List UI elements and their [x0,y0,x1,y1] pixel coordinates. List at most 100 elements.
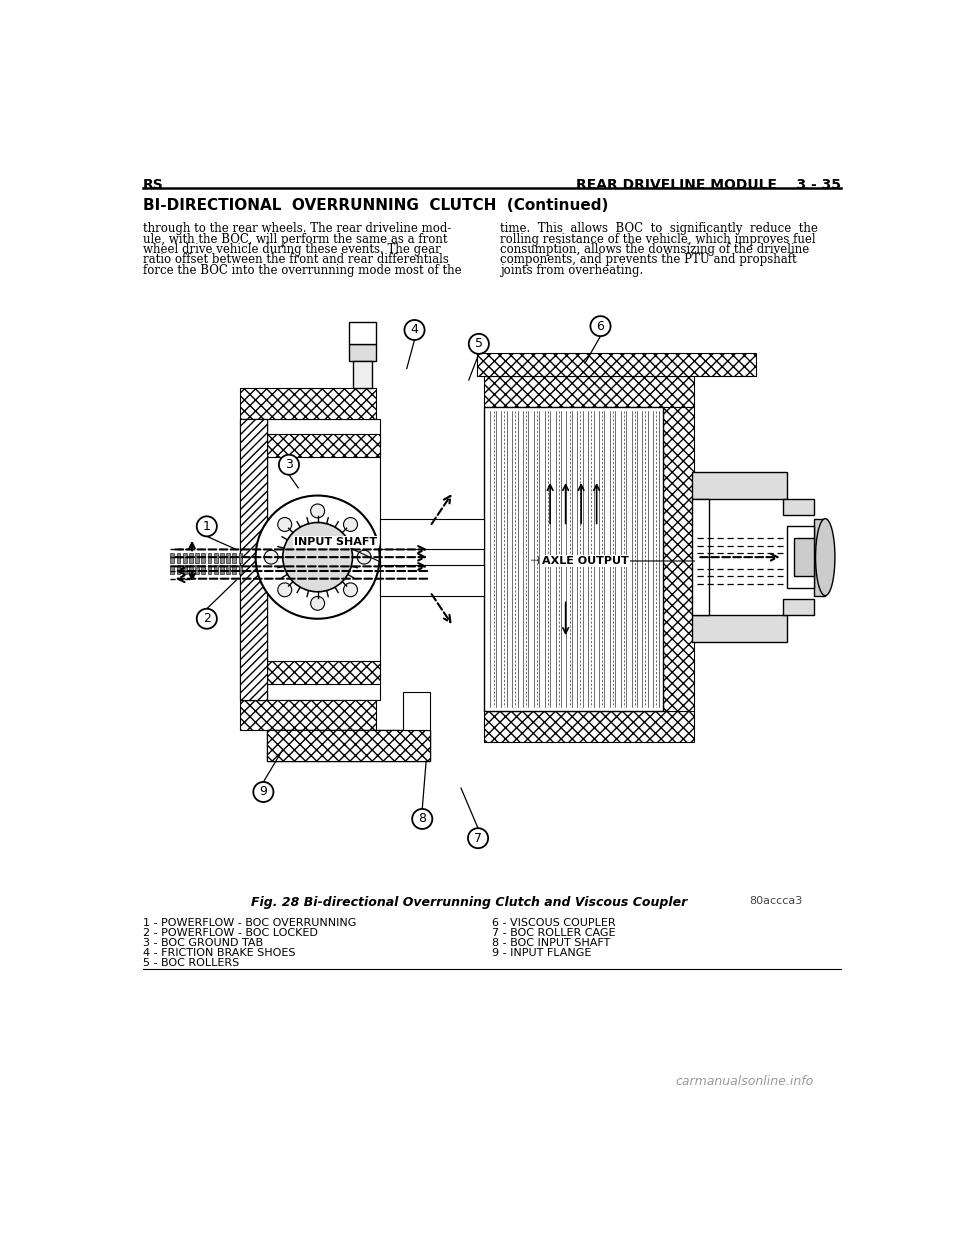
Text: INPUT SHAFT: INPUT SHAFT [295,537,381,563]
Bar [207,565,211,574]
Text: 3 - BOC GROUND TAB: 3 - BOC GROUND TAB [143,938,263,948]
Bar [484,407,662,712]
Text: 7 - BOC ROLLER CAGE: 7 - BOC ROLLER CAGE [492,928,615,938]
Bar [232,565,236,574]
Bar [220,553,224,563]
Text: 7: 7 [474,832,482,845]
Bar [240,699,375,730]
Bar [177,553,180,563]
Bar [239,565,243,574]
Bar [170,553,175,563]
Bar [182,565,186,574]
Circle shape [590,317,611,337]
Bar [207,553,211,563]
Circle shape [197,517,217,537]
Text: 8 - BOC INPUT SHAFT: 8 - BOC INPUT SHAFT [492,938,611,948]
Bar [232,553,236,563]
Bar [379,519,484,549]
Circle shape [253,782,274,802]
Bar [189,553,193,563]
Text: carmanualsonline.info: carmanualsonline.info [676,1076,814,1088]
Circle shape [412,809,432,828]
Circle shape [404,320,424,340]
Bar [220,565,224,574]
Bar [348,322,375,344]
Circle shape [277,518,292,532]
Circle shape [468,828,488,848]
Text: rolling resistance of the vehicle, which improves fuel: rolling resistance of the vehicle, which… [500,232,815,246]
Circle shape [283,523,352,591]
Text: time.  This  allows  BOC  to  significantly  reduce  the: time. This allows BOC to significantly r… [500,222,818,235]
Bar [662,407,693,712]
Text: 5: 5 [475,338,483,350]
Bar [267,419,379,699]
Text: 9 - INPUT FLANGE: 9 - INPUT FLANGE [492,948,591,958]
Text: 9: 9 [259,785,267,799]
Bar [786,527,814,587]
Circle shape [344,582,357,596]
Circle shape [357,550,372,564]
Text: 4: 4 [411,323,419,337]
Circle shape [197,609,217,628]
Text: REAR DRIVELINE MODULE    3 - 35: REAR DRIVELINE MODULE 3 - 35 [576,179,841,193]
Text: 1: 1 [203,520,211,533]
Bar [267,730,430,761]
Bar [782,600,814,615]
Bar [214,565,218,574]
Bar [195,553,199,563]
Circle shape [278,455,299,474]
Bar [240,419,267,699]
Bar [352,360,372,388]
Bar [267,661,379,684]
Text: ratio offset between the front and rear differentials: ratio offset between the front and rear … [143,253,449,266]
Bar [240,388,375,419]
Text: ⊣: ⊣ [529,556,539,566]
Bar [189,565,193,574]
Bar [170,565,175,574]
Bar [379,565,484,596]
Bar [484,376,693,407]
Bar [814,519,826,596]
Text: 6 - VISCOUS COUPLER: 6 - VISCOUS COUPLER [492,918,615,928]
Bar [403,692,430,730]
Text: through to the rear wheels. The rear driveline mod-: through to the rear wheels. The rear dri… [143,222,451,235]
Bar [692,472,786,499]
Bar [692,499,709,615]
Bar [227,565,230,574]
Text: RS: RS [143,179,164,193]
Text: 1 - POWERFLOW - BOC OVERRUNNING: 1 - POWERFLOW - BOC OVERRUNNING [143,918,356,928]
Bar [214,553,218,563]
Bar [227,553,230,563]
Text: Fig. 28 Bi-directional Overrunning Clutch and Viscous Coupler: Fig. 28 Bi-directional Overrunning Clutc… [251,895,686,909]
Bar [348,344,375,360]
Text: 6: 6 [596,319,605,333]
Circle shape [311,504,324,518]
Bar [239,553,243,563]
Text: 2: 2 [203,612,211,625]
Bar [202,553,205,563]
Bar [484,712,693,741]
Text: wheel drive vehicle during these events. The gear: wheel drive vehicle during these events.… [143,243,441,256]
Text: 3: 3 [285,458,293,471]
Text: AXLE OUTPUT: AXLE OUTPUT [542,556,629,566]
Text: 4 - FRICTION BRAKE SHOES: 4 - FRICTION BRAKE SHOES [143,948,296,958]
Text: 5 - BOC ROLLERS: 5 - BOC ROLLERS [143,958,239,968]
Circle shape [468,334,489,354]
Text: joints from overheating.: joints from overheating. [500,263,643,277]
Text: ule, with the BOC, will perform the same as a front: ule, with the BOC, will perform the same… [143,232,447,246]
Text: 8: 8 [419,812,426,826]
Text: consumption, allows the downsizing of the driveline: consumption, allows the downsizing of th… [500,243,809,256]
Bar [267,433,379,457]
Circle shape [344,518,357,532]
Bar [692,615,786,642]
Bar [182,553,186,563]
Bar [177,565,180,574]
Text: components, and prevents the PTU and propshaft: components, and prevents the PTU and pro… [500,253,797,266]
Bar [794,538,814,576]
Bar [202,565,205,574]
Circle shape [277,582,292,596]
Circle shape [255,496,379,619]
Ellipse shape [816,519,835,596]
Circle shape [311,596,324,610]
Text: BI-DIRECTIONAL  OVERRUNNING  CLUTCH  (Continued): BI-DIRECTIONAL OVERRUNNING CLUTCH (Conti… [143,197,609,212]
